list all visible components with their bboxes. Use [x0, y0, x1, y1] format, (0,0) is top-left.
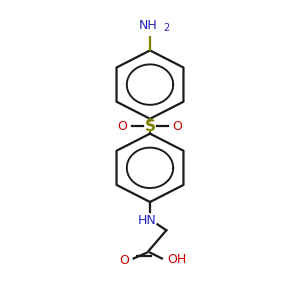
Text: O: O: [173, 120, 183, 133]
Text: O: O: [119, 254, 129, 267]
Text: OH: OH: [167, 254, 186, 266]
Text: 2: 2: [163, 22, 170, 32]
Text: NH: NH: [139, 19, 158, 32]
Text: HN: HN: [138, 214, 156, 227]
Text: S: S: [145, 119, 155, 134]
Text: O: O: [117, 120, 127, 133]
